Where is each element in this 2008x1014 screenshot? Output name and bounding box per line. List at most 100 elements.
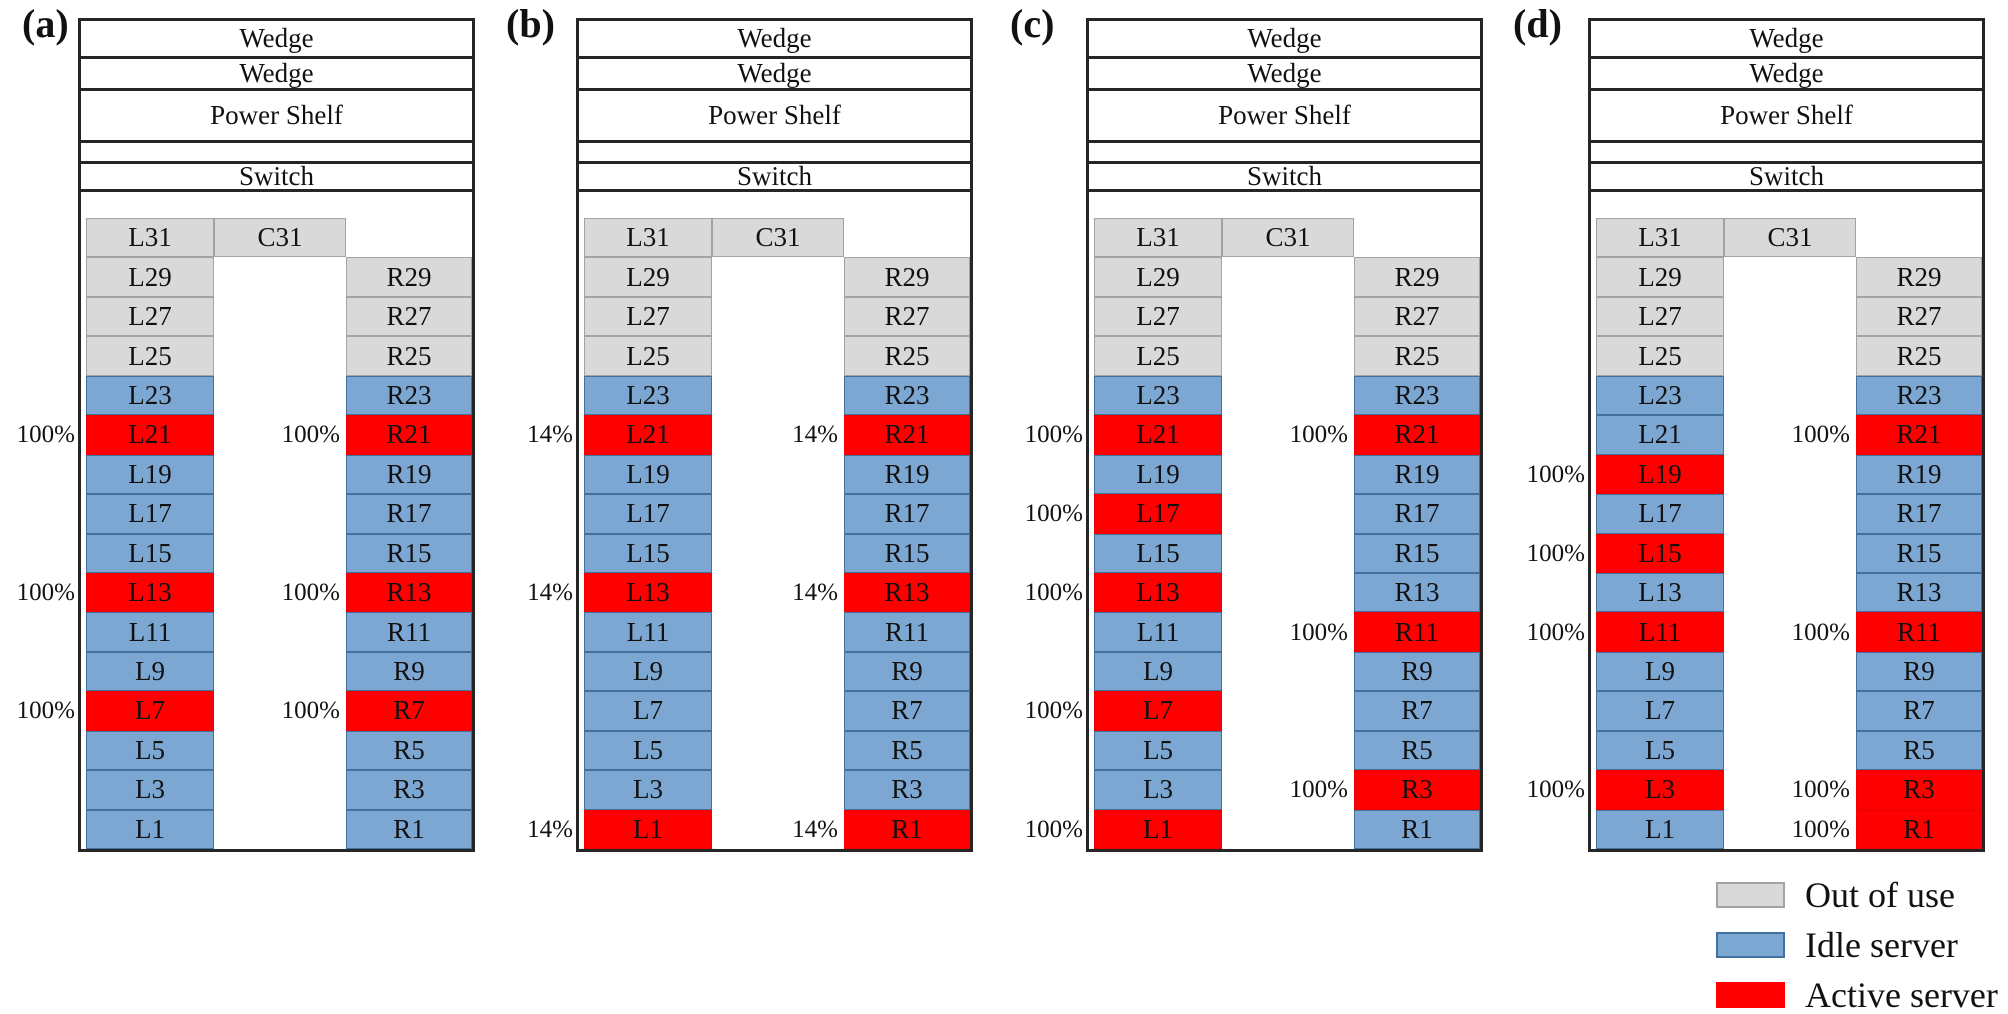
slot-L1: L1 (1596, 809, 1724, 849)
slot-R1: R1 (844, 809, 970, 849)
slot-L31: L31 (86, 218, 214, 258)
rack-row: 100% L13 R13 (1025, 572, 1480, 613)
slot-L1: L1 (584, 809, 712, 849)
slot-R15: R15 (1354, 533, 1480, 573)
rack-header-label: Wedge (1247, 58, 1322, 88)
panel-label-d: (d) (1513, 1, 1562, 46)
slot-R29: R29 (1856, 257, 1982, 297)
rack-header-power-shelf: Power Shelf (1591, 91, 1982, 143)
rack-row: L5 R5 (81, 730, 472, 771)
rack-row: L9 R9 (1089, 651, 1480, 692)
utilization-label: 100% (1791, 776, 1850, 804)
rack-row: L31 C31 (81, 218, 472, 258)
utilization-label: 14% (527, 815, 573, 843)
rack-gap (1089, 192, 1480, 218)
slot-L7: L7 (86, 691, 214, 731)
slot-L17: L17 (86, 494, 214, 534)
slot-R13: R13 (346, 572, 472, 613)
slot-R25: R25 (346, 336, 472, 376)
rack-row: L31 C31 (579, 218, 970, 258)
slot-R9: R9 (1354, 651, 1480, 692)
slot-R23: R23 (1354, 375, 1480, 416)
slot-R19: R19 (346, 454, 472, 495)
slot-L15: L15 (1094, 533, 1222, 573)
rack-row: L15 R15 (81, 533, 472, 573)
rack-row: L15 R15 (1089, 533, 1480, 573)
rack-row: 14% L21 14% R21 (527, 415, 970, 455)
slot-L23: L23 (584, 375, 712, 416)
rack-header-label: Power Shelf (1720, 100, 1853, 130)
rack-row: L29 R29 (1591, 257, 1982, 297)
slot-L15: L15 (1596, 533, 1724, 573)
slot-L17: L17 (1596, 494, 1724, 534)
utilization-label: 14% (792, 579, 838, 607)
rack-row: 14% L1 14% R1 (527, 809, 970, 849)
slot-L13: L13 (86, 572, 214, 613)
rack-row: L13 R13 (1591, 572, 1982, 613)
legend-item-out-of-use: Out of use (1716, 870, 1998, 920)
slot-L27: L27 (1596, 296, 1724, 337)
slot-R21: R21 (346, 415, 472, 455)
rack-header-switch: Switch (1089, 163, 1480, 192)
slot-R11: R11 (346, 612, 472, 652)
slot-L5: L5 (1596, 730, 1724, 771)
rack-row: L1 100% R1 (1591, 809, 1982, 849)
slot-R19: R19 (844, 454, 970, 495)
rack-gap (81, 192, 472, 218)
slot-L15: L15 (584, 533, 712, 573)
rack-row: 100% L17 R17 (1025, 494, 1480, 534)
slot-L29: L29 (584, 257, 712, 297)
utilization-label: 14% (527, 579, 573, 607)
slot-R27: R27 (1354, 296, 1480, 337)
slot-R13: R13 (844, 572, 970, 613)
legend-swatch-icon (1716, 982, 1785, 1008)
slot-L19: L19 (1596, 454, 1724, 495)
slot-L3: L3 (584, 770, 712, 810)
slot-L17: L17 (584, 494, 712, 534)
rack-row: L19 R19 (1089, 454, 1480, 495)
slot-R15: R15 (346, 533, 472, 573)
slot-R3: R3 (346, 770, 472, 810)
slot-L5: L5 (86, 730, 214, 771)
slot-R25: R25 (1856, 336, 1982, 376)
rack-header-label: Power Shelf (708, 100, 841, 130)
utilization-label: 100% (1024, 697, 1083, 725)
rack-row: L25 R25 (579, 336, 970, 376)
rack-header-label: Wedge (1749, 23, 1824, 53)
rack-row: L23 R23 (1591, 375, 1982, 416)
rack-row: 14% L13 14% R13 (527, 572, 970, 613)
rack-row: L31 C31 (1591, 218, 1982, 258)
rack-row: L3 R3 (81, 770, 472, 810)
utilization-label: 100% (16, 579, 75, 607)
utilization-label: 100% (281, 697, 340, 725)
slot-R5: R5 (1856, 730, 1982, 771)
slot-R25: R25 (844, 336, 970, 376)
rack-header-wedge: Wedge (1089, 59, 1480, 91)
rack-row: L1 R1 (81, 809, 472, 849)
rack-frame-b: Wedge Wedge Power Shelf Switch L31 C31 L29 R29 L… (527, 18, 973, 852)
utilization-label: 100% (1791, 421, 1850, 449)
rack-row: L7 R7 (1591, 691, 1982, 731)
slot-L21: L21 (1094, 415, 1222, 455)
slot-R3: R3 (1856, 770, 1982, 810)
panel-label-b: (b) (506, 1, 555, 46)
slot-L23: L23 (1596, 375, 1724, 416)
slot-R21: R21 (1354, 415, 1480, 455)
slot-L27: L27 (86, 296, 214, 337)
rack-row: L29 R29 (81, 257, 472, 297)
utilization-label: 100% (1024, 500, 1083, 528)
rack-row: L27 R27 (81, 296, 472, 337)
slot-L19: L19 (584, 454, 712, 495)
slot-L11: L11 (584, 612, 712, 652)
rack-header-wedge: Wedge (579, 21, 970, 59)
slot-L19: L19 (86, 454, 214, 495)
slot-L3: L3 (1596, 770, 1724, 810)
slot-R17: R17 (346, 494, 472, 534)
slot-R1: R1 (346, 809, 472, 849)
slot-L31: L31 (584, 218, 712, 258)
slot-C31: C31 (1222, 218, 1354, 258)
rack-header-switch: Switch (1591, 163, 1982, 192)
slot-L21: L21 (584, 415, 712, 455)
rack-header-blank (1591, 143, 1982, 164)
utilization-label: 100% (1526, 776, 1585, 804)
